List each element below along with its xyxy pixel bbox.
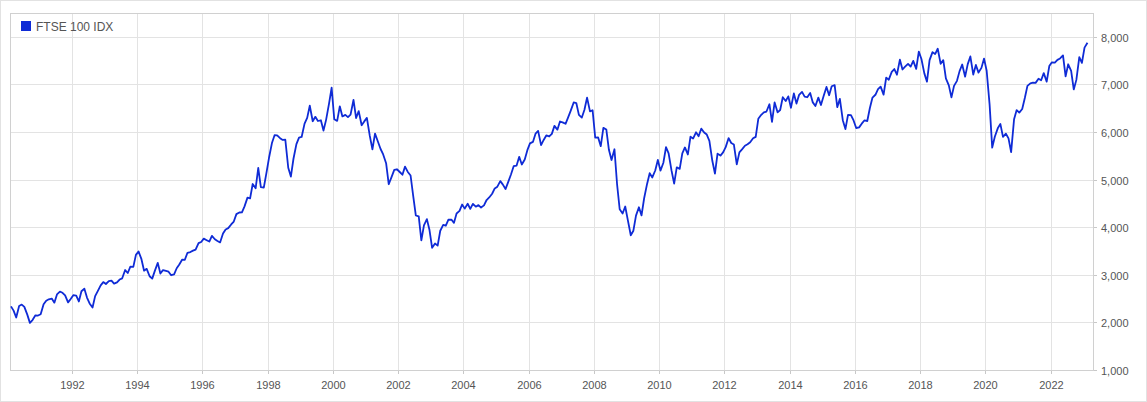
x-grid-line — [920, 13, 921, 370]
x-grid-line — [398, 13, 399, 370]
y-tick-label: 6,000 — [1101, 127, 1129, 139]
x-grid-line — [137, 13, 138, 370]
series-line — [11, 43, 1087, 323]
y-tick-label: 1,000 — [1101, 365, 1129, 377]
grid — [10, 13, 1093, 371]
x-tick-label: 2006 — [517, 379, 541, 391]
x-tick-label: 2014 — [778, 379, 802, 391]
x-tick-label: 1994 — [125, 379, 149, 391]
y-grid-line — [10, 37, 1093, 38]
x-tick-label: 2002 — [386, 379, 410, 391]
y-tick-label: 5,000 — [1101, 175, 1129, 187]
plot-frame — [11, 14, 1094, 371]
x-tick-label: 1992 — [60, 379, 84, 391]
x-tick-label: 2010 — [647, 379, 671, 391]
background — [1, 1, 1147, 402]
x-tick-label: 2016 — [843, 379, 867, 391]
x-grid-line — [529, 13, 530, 370]
legend-swatch — [21, 21, 31, 31]
y-tick-label: 2,000 — [1101, 317, 1129, 329]
x-grid-line — [659, 13, 660, 370]
x-grid-line — [463, 13, 464, 370]
y-tick-label: 7,000 — [1101, 79, 1129, 91]
x-tick-label: 2022 — [1039, 379, 1063, 391]
x-tick-label: 2004 — [451, 379, 475, 391]
x-tick-label: 2008 — [582, 379, 606, 391]
legend-label: FTSE 100 IDX — [36, 20, 113, 34]
x-grid-line — [72, 13, 73, 370]
x-grid-line — [855, 13, 856, 370]
y-grid-line — [10, 180, 1093, 181]
x-grid-line — [202, 13, 203, 370]
y-grid-line — [10, 322, 1093, 323]
x-grid-line — [594, 13, 595, 370]
x-tick-label: 1998 — [256, 379, 280, 391]
x-grid-line — [333, 13, 334, 370]
x-tick-label: 2000 — [321, 379, 345, 391]
legend: FTSE 100 IDX — [21, 20, 113, 34]
chart: 1992 1994 1996 1998 2000 2002 2004 2006 2008 2010… — [0, 0, 1147, 402]
x-tick-label: 2012 — [712, 379, 736, 391]
y-grid-line — [10, 227, 1093, 228]
x-grid-line — [1051, 13, 1052, 370]
x-tick-label: 2020 — [973, 379, 997, 391]
x-grid-line — [724, 13, 725, 370]
y-grid-line — [10, 84, 1093, 85]
y-tick-label: 3,000 — [1101, 270, 1129, 282]
x-tick-label: 2018 — [908, 379, 932, 391]
y-tick-label: 8,000 — [1101, 32, 1129, 44]
x-grid-line — [790, 13, 791, 370]
x-grid-line — [268, 13, 269, 370]
y-tick-label: 4,000 — [1101, 222, 1129, 234]
series-group — [11, 43, 1087, 323]
x-tick-label: 1996 — [190, 379, 214, 391]
